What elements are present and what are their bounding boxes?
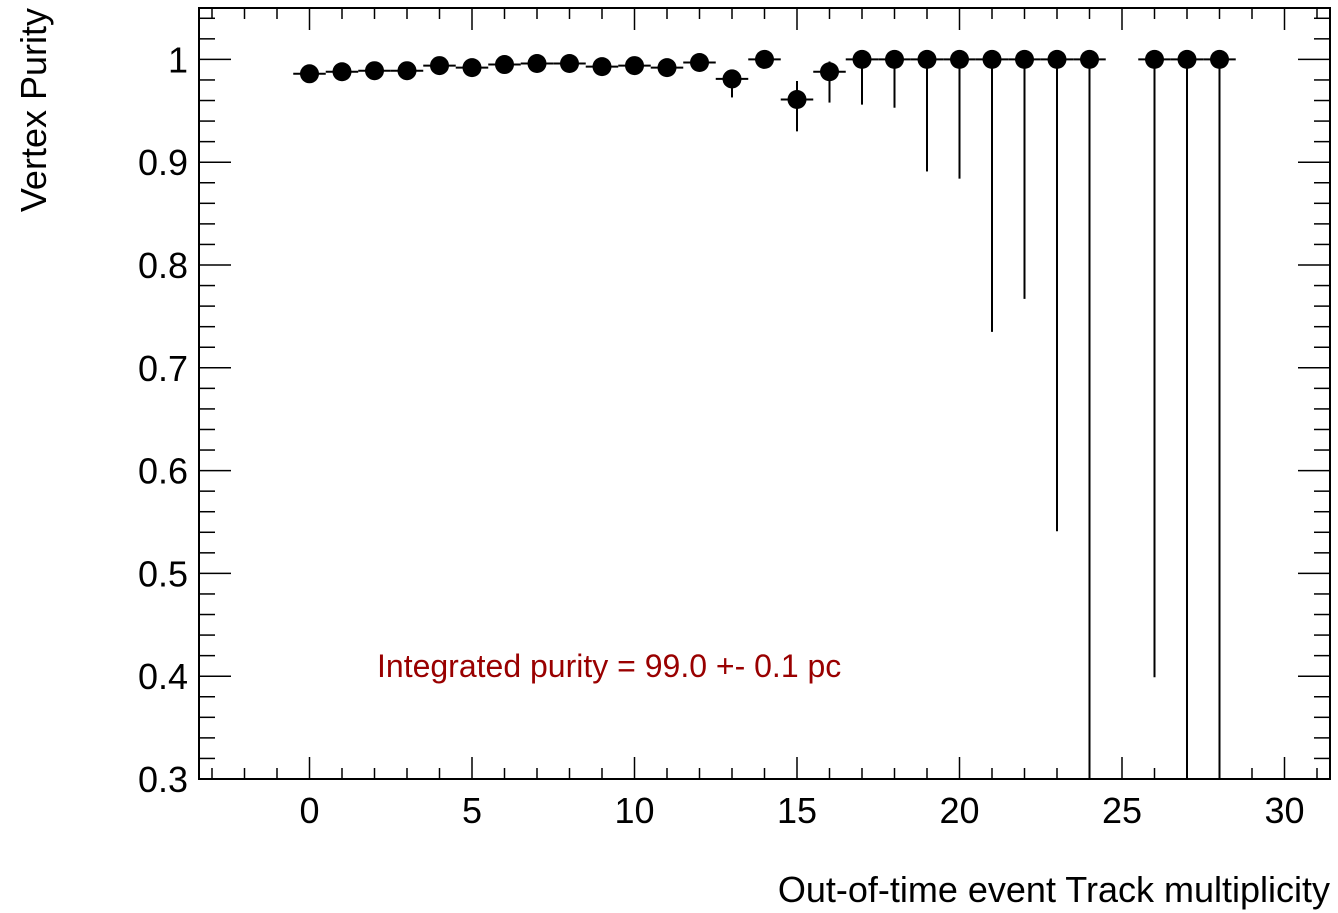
data-point (910, 49, 944, 172)
data-marker (1047, 49, 1067, 69)
x-tick-label: 20 (939, 790, 979, 831)
data-point (1203, 49, 1236, 779)
data-point (715, 69, 749, 98)
y-tick-label: 0.6 (138, 451, 188, 492)
data-point (683, 52, 716, 72)
data-point (585, 57, 619, 77)
data-marker (495, 55, 514, 75)
data-point (650, 58, 684, 78)
data-marker (560, 54, 579, 74)
y-tick-label: 0.3 (138, 759, 188, 800)
data-marker (755, 49, 774, 69)
data-point (423, 56, 456, 76)
data-point (1008, 49, 1041, 299)
data-marker (462, 58, 482, 78)
data-point (520, 54, 554, 74)
data-marker (527, 54, 547, 74)
data-point (748, 49, 781, 69)
data-point (1073, 49, 1106, 779)
data-marker (1145, 49, 1164, 69)
data-marker (917, 49, 937, 69)
data-marker (950, 49, 969, 69)
data-marker (787, 89, 807, 109)
y-tick-label: 0.9 (138, 142, 188, 183)
data-points (293, 49, 1236, 779)
data-marker (592, 57, 612, 77)
data-marker (982, 49, 1002, 69)
data-marker (885, 49, 904, 69)
x-tick-label: 15 (777, 790, 817, 831)
data-point (878, 49, 911, 108)
data-point (358, 61, 391, 81)
data-marker (820, 62, 839, 82)
data-point (618, 56, 651, 76)
data-marker (625, 56, 644, 76)
y-tick-label: 0.7 (138, 348, 188, 389)
data-marker (1080, 49, 1099, 69)
y-tick-label: 0.4 (138, 656, 188, 697)
data-marker (1015, 49, 1034, 69)
integrated-purity-annotation: Integrated purity = 99.0 +- 0.1 pc (377, 648, 841, 684)
data-point (293, 64, 326, 84)
data-point (780, 80, 814, 132)
x-tick-label: 0 (299, 790, 319, 831)
data-marker (397, 61, 417, 81)
data-marker (657, 58, 677, 78)
data-marker (300, 64, 319, 84)
data-marker (1210, 49, 1229, 69)
x-tick-label: 5 (462, 790, 482, 831)
data-point (975, 49, 1009, 332)
x-tick-label: 30 (1264, 790, 1304, 831)
data-point (1138, 49, 1171, 678)
y-tick-label: 0.8 (138, 245, 188, 286)
data-point (553, 54, 586, 74)
data-marker (332, 62, 352, 82)
data-point (325, 62, 359, 82)
y-axis-title: Vertex Purity (13, 8, 54, 212)
data-marker (852, 49, 872, 69)
data-marker (690, 52, 709, 72)
data-marker (365, 61, 384, 81)
data-point (813, 61, 846, 103)
x-axis-title: Out-of-time event Track multiplicity (778, 869, 1330, 910)
axis-ticks (199, 8, 1330, 780)
data-marker (1177, 49, 1197, 69)
data-marker (722, 69, 742, 89)
data-point (1040, 49, 1074, 532)
y-tick-label: 1 (168, 39, 188, 80)
data-point (488, 55, 521, 75)
x-tick-label: 25 (1102, 790, 1142, 831)
x-tick-label: 10 (614, 790, 654, 831)
data-point (845, 49, 879, 105)
data-point (943, 49, 976, 179)
data-point (390, 61, 424, 81)
tick-labels: 0 5 10 15 20 25 30 0.3 0.4 0.5 0.6 0.7 0.8 0.9 1 (138, 39, 1305, 831)
data-point (455, 58, 489, 78)
data-marker (430, 56, 449, 76)
y-tick-label: 0.5 (138, 553, 188, 594)
data-point (1170, 49, 1204, 779)
